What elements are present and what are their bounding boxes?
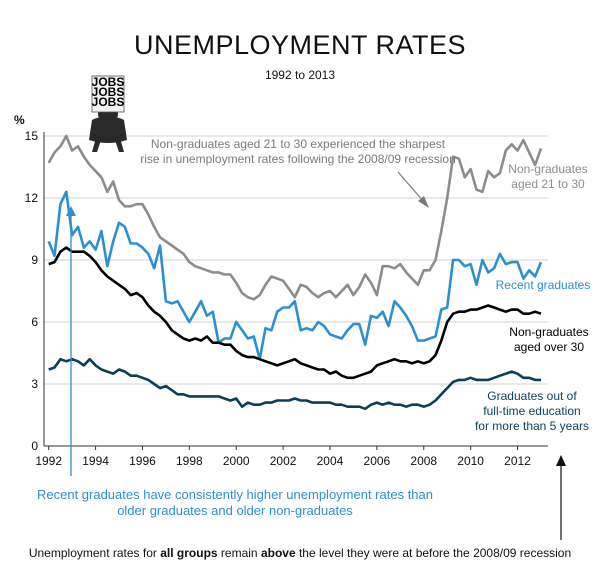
label-nongrad-young-2: aged 21 to 30 <box>511 177 585 191</box>
x-tick-label: 2012 <box>504 454 531 468</box>
x-tick-label: 2008 <box>410 454 437 468</box>
bottom-note-bold-1: all groups <box>160 546 218 560</box>
y-tick-label: 6 <box>31 315 38 329</box>
bottom-note: Unemployment rates for all groups remain… <box>0 546 600 560</box>
x-tick-label: 2006 <box>364 454 391 468</box>
callout-line-2: rise in unemployment rates following the… <box>140 152 456 166</box>
bottom-note-arrowhead <box>556 455 566 466</box>
label-recent-graduates: Recent graduates <box>496 278 591 292</box>
x-tick-label: 1994 <box>82 454 109 468</box>
label-nongrad-old-1: Non-graduates <box>509 325 588 339</box>
x-tick-label: 1996 <box>129 454 156 468</box>
y-tick-label: 12 <box>25 191 39 205</box>
label-nongrad-young-1: Non-graduates <box>508 162 587 176</box>
reader-figure-icon: JOBS JOBS JOBS <box>89 75 127 152</box>
bottom-note-bold-2: above <box>260 546 296 560</box>
series-line-1 <box>47 190 543 361</box>
y-axis-unit: % <box>14 113 25 127</box>
y-tick-label: 9 <box>31 253 38 267</box>
callout-arrowhead <box>418 196 429 208</box>
label-grad-5yrs-2: full-time education <box>483 404 580 418</box>
label-grad-5yrs-1: Graduates out of <box>487 389 577 403</box>
label-grad-5yrs-3: for more than 5 years <box>475 419 589 433</box>
callout-line-1: Non-graduates aged 21 to 30 experienced … <box>151 137 446 151</box>
gridlines <box>43 132 548 447</box>
y-tick-label: 3 <box>31 377 38 391</box>
label-nongrad-old-2: aged over 30 <box>514 340 584 354</box>
y-tick-label: 0 <box>31 439 38 453</box>
x-tick-labels: 1992 1994 1996 1998 2000 2002 2004 2006 2008 2010… <box>35 446 531 468</box>
x-tick-label: 1992 <box>35 454 62 468</box>
bottom-note-part-2: remain <box>217 546 261 560</box>
bottom-note-part-3: the level they were at before the 2008/0… <box>295 546 572 560</box>
chart-title: UNEMPLOYMENT RATES <box>133 30 467 60</box>
x-tick-label: 1998 <box>176 454 203 468</box>
series-line-3 <box>48 357 541 411</box>
callout-arrow <box>397 171 426 204</box>
y-tick-label: 15 <box>25 129 39 143</box>
series-line-2 <box>48 246 542 380</box>
chart-subtitle: 1992 to 2013 <box>264 68 336 82</box>
y-tick-labels: 0 3 6 9 12 15 <box>25 129 39 453</box>
jobs-sign-line-2: JOBS <box>92 85 125 99</box>
x-tick-label: 2010 <box>457 454 484 468</box>
jobs-sign-line-1: JOBS <box>92 75 125 89</box>
x-tick-label: 2000 <box>223 454 250 468</box>
x-tick-label: 2002 <box>270 454 297 468</box>
x-tick-label: 2004 <box>317 454 344 468</box>
recent-graduates-note: Recent graduates have consistently highe… <box>36 487 433 518</box>
series-lines <box>47 134 543 411</box>
recent-grad-pointer-arrowhead <box>66 206 76 216</box>
bottom-note-part-1: Unemployment rates for <box>28 546 161 560</box>
series-line-0 <box>47 134 543 301</box>
jobs-sign-line-3: JOBS <box>92 95 125 109</box>
